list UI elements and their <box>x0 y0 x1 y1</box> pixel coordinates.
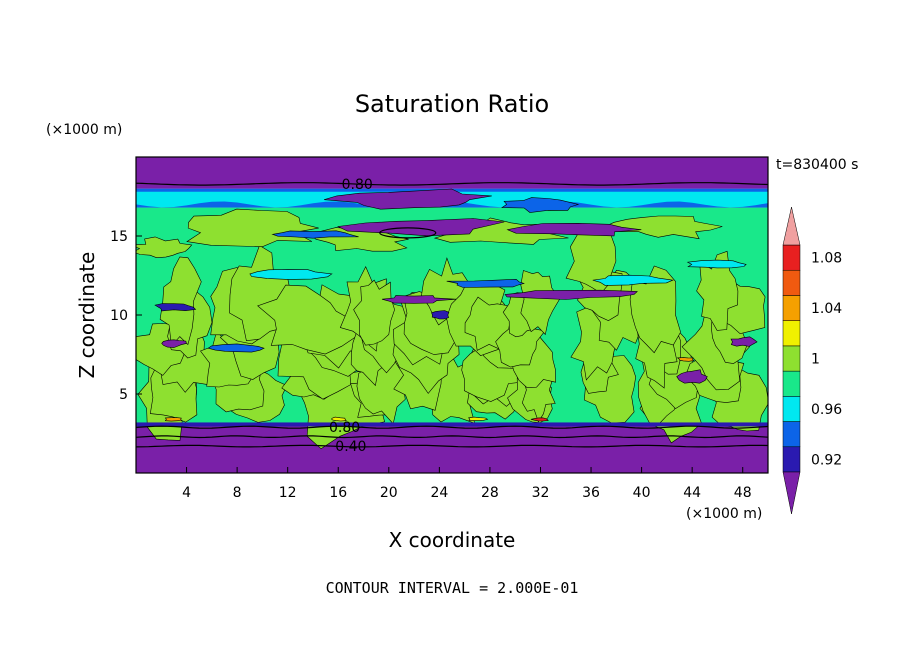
cloud-patch-3-5 <box>353 279 395 346</box>
x-tick-label-48: 48 <box>734 485 752 501</box>
x-tick-label-36: 36 <box>582 485 600 501</box>
streak-9 <box>676 369 708 384</box>
x-tick-label-28: 28 <box>481 485 499 501</box>
x-axis-ticks: 4 8 12 16 20 24 28 32 36 40 44 48 <box>182 467 752 501</box>
x-tick-label-8: 8 <box>233 485 242 501</box>
streak-14 <box>686 259 747 269</box>
y-axis-label: Z coordinate <box>75 252 99 379</box>
streak-10 <box>730 336 758 347</box>
streak-0 <box>336 218 505 237</box>
contour-line-lower-mid <box>136 435 768 439</box>
contour-line-lower-0.80 <box>136 425 768 429</box>
warm-spot-2 <box>467 416 489 421</box>
warm-spot-1 <box>331 416 347 422</box>
colorbar-label-0.96: 0.96 <box>811 402 842 418</box>
y-tick-label-15: 15 <box>110 229 128 245</box>
x-tick-label-12: 12 <box>279 485 297 501</box>
x-axis-label: X coordinate <box>389 528 516 552</box>
cloud-patch-9-5 <box>696 250 739 331</box>
colorbar-box-2 <box>782 396 801 422</box>
cloud-patch-0-5 <box>159 256 202 347</box>
contour-interval-note: CONTOUR INTERVAL = 2.000E-01 <box>326 579 579 597</box>
colorbar-label-1.04: 1.04 <box>811 301 842 317</box>
contour-line-upper-0.80 <box>136 182 768 186</box>
colorbar-box-0 <box>782 446 801 473</box>
x-unit-label: (×1000 m) <box>686 506 762 522</box>
colorbar-box-5 <box>782 320 801 347</box>
saturation-field <box>136 157 768 473</box>
warm-spot-4 <box>676 357 695 362</box>
x-tick-label-16: 16 <box>329 485 347 501</box>
surface-transition <box>136 422 768 427</box>
x-tick-label-40: 40 <box>633 485 651 501</box>
colorbar-box-3 <box>782 370 801 397</box>
streak-3 <box>504 289 638 300</box>
contour-label-1: 0.80 <box>329 420 360 436</box>
colorbar-box-1 <box>782 421 801 448</box>
y-tick-label-10: 10 <box>110 308 128 324</box>
contour-label-2: 0.40 <box>335 439 366 455</box>
streak-6 <box>381 295 457 304</box>
streak-8 <box>161 339 187 348</box>
upper-dip-blue <box>501 197 580 213</box>
colorbar-over-triangle <box>782 206 801 246</box>
y-unit-label: (×1000 m) <box>46 122 122 138</box>
colorbar-under-triangle <box>782 471 801 515</box>
colorbar-box-6 <box>782 295 801 321</box>
colorbar-box-8 <box>782 244 801 271</box>
contour-label-0: 0.80 <box>342 177 373 193</box>
colorbar-label-1.08: 1.08 <box>811 251 842 267</box>
streak-1 <box>506 222 642 237</box>
cloud-patch-6-5 <box>520 270 560 336</box>
x-tick-label-24: 24 <box>430 485 448 501</box>
upper-dip-feature <box>324 188 492 210</box>
colorbar-label-0.92: 0.92 <box>811 452 842 468</box>
time-label: t=830400 s <box>776 157 858 173</box>
contour-closed-loop <box>379 227 437 239</box>
streak-11 <box>431 310 450 320</box>
streak-2 <box>271 230 359 239</box>
contour-line-lower-0.40 <box>136 444 768 448</box>
upper-cloud-sheet-4 <box>136 236 193 259</box>
colorbar-box-7 <box>782 269 801 296</box>
streak-7 <box>207 343 265 353</box>
colorbar: 0.92 0.96 1 1.04 1.08 <box>782 206 842 515</box>
streak-13 <box>249 269 333 280</box>
warm-spot-0 <box>164 417 183 422</box>
y-axis-ticks: 5 10 15 <box>110 229 142 403</box>
cloud-patch-8-5 <box>629 265 681 354</box>
upper-cloud-sheet-0 <box>186 208 319 248</box>
field-band-0 <box>136 424 768 473</box>
streak-5 <box>154 303 197 312</box>
y-tick-label-5: 5 <box>119 387 128 403</box>
warm-spot-3 <box>530 417 549 422</box>
colorbar-box-4 <box>782 345 801 372</box>
streak-12 <box>592 274 674 286</box>
x-tick-label-4: 4 <box>182 485 191 501</box>
x-tick-label-44: 44 <box>683 485 701 501</box>
x-tick-label-20: 20 <box>380 485 398 501</box>
contour-labels: 0.80 0.80 0.40 <box>329 177 373 455</box>
cloud-patch-2-5 <box>257 284 358 355</box>
colorbar-label-1: 1 <box>811 352 820 368</box>
chart-title: Saturation Ratio <box>355 90 549 118</box>
streak-4 <box>446 278 525 288</box>
x-tick-label-32: 32 <box>532 485 550 501</box>
